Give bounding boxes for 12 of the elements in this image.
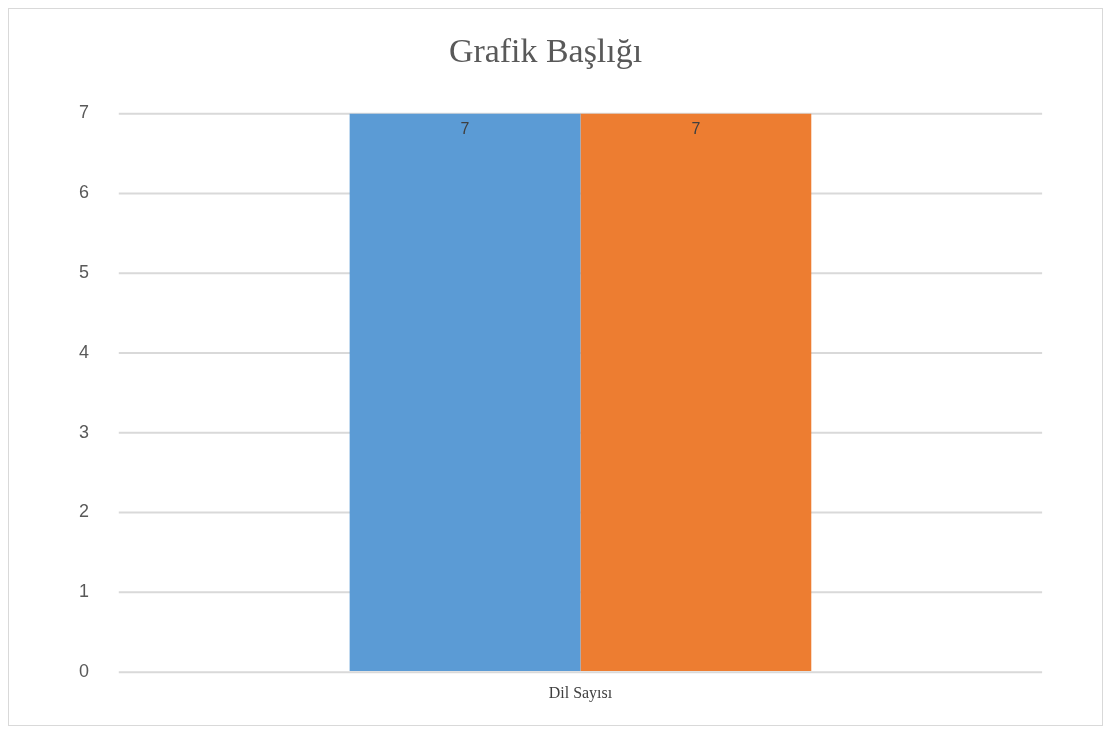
y-tick-label: 7 [78, 102, 89, 123]
y-tick-label: 1 [78, 581, 89, 602]
y-tick-label: 6 [78, 182, 89, 203]
y-tick-label: 4 [78, 341, 89, 362]
chart-title: Grafik Başlığı [448, 32, 643, 70]
data-label: 7 [460, 119, 470, 137]
y-tick-label: 0 [78, 660, 89, 681]
y-tick-label: 2 [78, 501, 89, 522]
data-label: 7 [691, 119, 701, 137]
y-tick-label: 5 [78, 262, 89, 283]
y-tick-label: 3 [78, 421, 89, 442]
x-tick-label: Dil Sayısı [548, 683, 613, 702]
